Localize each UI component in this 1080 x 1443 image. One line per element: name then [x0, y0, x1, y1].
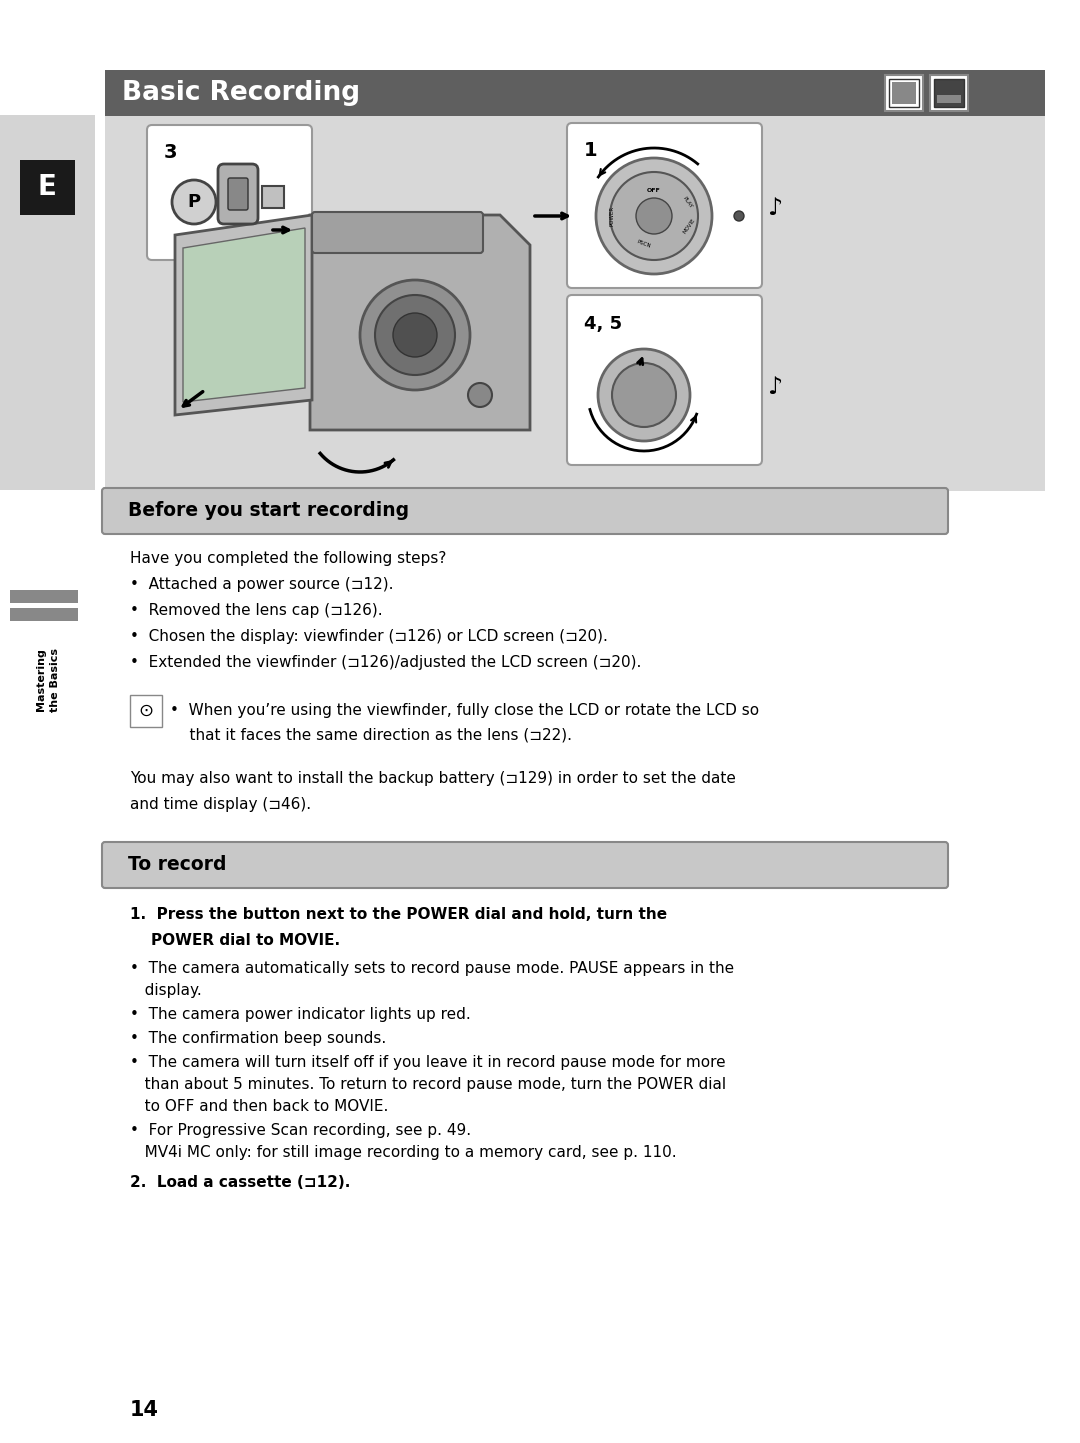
Polygon shape: [183, 228, 305, 403]
Text: •  The camera will turn itself off if you leave it in record pause mode for more: • The camera will turn itself off if you…: [130, 1055, 726, 1071]
Text: •  Attached a power source (⊐12).: • Attached a power source (⊐12).: [130, 577, 393, 592]
Bar: [21, 160, 75, 215]
Circle shape: [734, 211, 744, 221]
Bar: [105, 71, 1045, 115]
Text: •  For Progressive Scan recording, see p. 49.: • For Progressive Scan recording, see p.…: [130, 1123, 471, 1139]
Text: •  The camera automatically sets to record pause mode. PAUSE appears in the: • The camera automatically sets to recor…: [130, 961, 734, 975]
Bar: [0, 115, 95, 491]
Text: Basic Recording: Basic Recording: [122, 79, 360, 105]
Bar: [130, 696, 162, 727]
Text: ♪: ♪: [768, 196, 783, 219]
Text: 1.  Press the button next to the POWER dial and hold, turn the: 1. Press the button next to the POWER di…: [130, 908, 667, 922]
Bar: [934, 79, 964, 107]
Text: E: E: [38, 173, 56, 201]
Text: POWER dial to MOVIE.: POWER dial to MOVIE.: [130, 934, 340, 948]
Text: You may also want to install the backup battery (⊐129) in order to set the date: You may also want to install the backup …: [130, 771, 735, 786]
Circle shape: [393, 313, 437, 356]
Text: •  The confirmation beep sounds.: • The confirmation beep sounds.: [130, 1030, 387, 1046]
Text: 1: 1: [584, 140, 597, 160]
Text: ♪: ♪: [768, 375, 783, 400]
FancyBboxPatch shape: [102, 488, 948, 534]
Bar: [889, 79, 919, 107]
Text: Mastering
the Basics: Mastering the Basics: [37, 648, 59, 711]
Bar: [10, 590, 78, 603]
Text: 14: 14: [130, 1400, 159, 1420]
Text: that it faces the same direction as the lens (⊐22).: that it faces the same direction as the …: [170, 727, 572, 742]
Text: POWER: POWER: [610, 206, 615, 227]
Text: OFF: OFF: [647, 188, 661, 192]
Text: MOVIE: MOVIE: [681, 218, 697, 235]
Circle shape: [172, 180, 216, 224]
Circle shape: [610, 172, 698, 260]
Text: MV4i MC only: for still image recording to a memory card, see p. 110.: MV4i MC only: for still image recording …: [130, 1144, 677, 1160]
Text: 3: 3: [164, 143, 177, 162]
Bar: [885, 75, 923, 111]
Bar: [10, 608, 78, 620]
Text: •  Removed the lens cap (⊐126).: • Removed the lens cap (⊐126).: [130, 603, 382, 618]
Text: Before you start recording: Before you start recording: [129, 502, 409, 521]
FancyBboxPatch shape: [228, 177, 248, 211]
Text: ⊙: ⊙: [138, 701, 153, 720]
FancyBboxPatch shape: [567, 123, 762, 289]
Text: to OFF and then back to MOVIE.: to OFF and then back to MOVIE.: [130, 1100, 389, 1114]
Circle shape: [596, 157, 712, 274]
Text: P: P: [188, 193, 201, 211]
FancyBboxPatch shape: [312, 212, 483, 253]
FancyBboxPatch shape: [102, 843, 948, 887]
Text: than about 5 minutes. To return to record pause mode, turn the POWER dial: than about 5 minutes. To return to recor…: [130, 1076, 726, 1092]
Bar: [937, 95, 961, 102]
Bar: [262, 186, 284, 208]
FancyBboxPatch shape: [567, 294, 762, 465]
Text: •  The camera power indicator lights up red.: • The camera power indicator lights up r…: [130, 1007, 471, 1022]
Bar: [892, 82, 916, 104]
Circle shape: [360, 280, 470, 390]
Text: 2.  Load a cassette (⊐12).: 2. Load a cassette (⊐12).: [130, 1175, 350, 1190]
Bar: [105, 115, 1045, 491]
Text: Have you completed the following steps?: Have you completed the following steps?: [130, 551, 446, 566]
Text: PLAY: PLAY: [681, 195, 693, 209]
Text: display.: display.: [130, 983, 202, 999]
Bar: [930, 75, 968, 111]
Circle shape: [468, 382, 492, 407]
Circle shape: [598, 349, 690, 442]
Text: PSCN: PSCN: [636, 240, 651, 248]
Circle shape: [375, 294, 455, 375]
Circle shape: [612, 364, 676, 427]
Polygon shape: [310, 215, 530, 430]
Text: •  When you’re using the viewfinder, fully close the LCD or rotate the LCD so: • When you’re using the viewfinder, full…: [170, 703, 759, 719]
FancyBboxPatch shape: [218, 165, 258, 224]
FancyBboxPatch shape: [147, 126, 312, 260]
Circle shape: [636, 198, 672, 234]
Text: •  Extended the viewfinder (⊐126)/adjusted the LCD screen (⊐20).: • Extended the viewfinder (⊐126)/adjuste…: [130, 655, 642, 670]
Text: and time display (⊐46).: and time display (⊐46).: [130, 797, 311, 812]
Text: To record: To record: [129, 856, 227, 874]
Text: 4, 5: 4, 5: [584, 315, 622, 333]
Text: •  Chosen the display: viewfinder (⊐126) or LCD screen (⊐20).: • Chosen the display: viewfinder (⊐126) …: [130, 629, 608, 644]
Polygon shape: [175, 215, 312, 416]
